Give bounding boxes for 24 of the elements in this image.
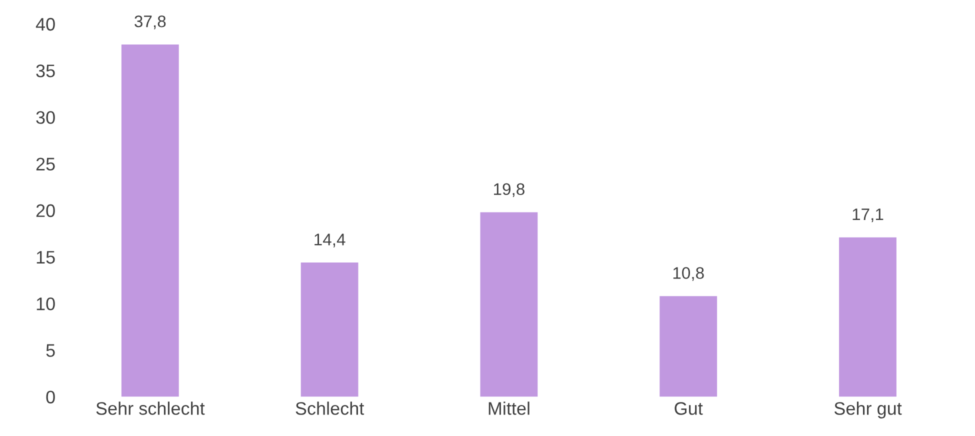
data-label: 37,8: [134, 16, 166, 30]
x-tick-label: Sehr schlecht: [96, 402, 205, 415]
y-tick-label: 5: [46, 344, 55, 357]
y-tick-label: 0: [46, 390, 55, 404]
x-tick-label: Gut: [674, 402, 703, 415]
data-label: 17,1: [852, 208, 884, 222]
y-tick-label: 25: [36, 158, 55, 170]
y-tick-label: 15: [36, 251, 55, 264]
y-tick-label: 10: [36, 298, 55, 310]
y-tick-label: 40: [36, 18, 55, 31]
x-tick-label: Schlecht: [296, 402, 364, 415]
data-label: 10,8: [673, 267, 704, 281]
y-tick-label: 20: [36, 204, 55, 218]
bar: [121, 44, 179, 397]
y-tick-label: 30: [36, 111, 55, 124]
bar: [839, 237, 896, 397]
bar: [300, 262, 358, 397]
x-tick-label: Mittel: [488, 402, 530, 415]
data-label: 19,8: [494, 183, 524, 198]
x-tick-label: Sehr gut: [834, 402, 902, 418]
bar: [660, 296, 718, 397]
y-tick-label: 35: [36, 64, 55, 78]
data-label: 14,4: [314, 234, 346, 248]
bar: [480, 212, 538, 397]
